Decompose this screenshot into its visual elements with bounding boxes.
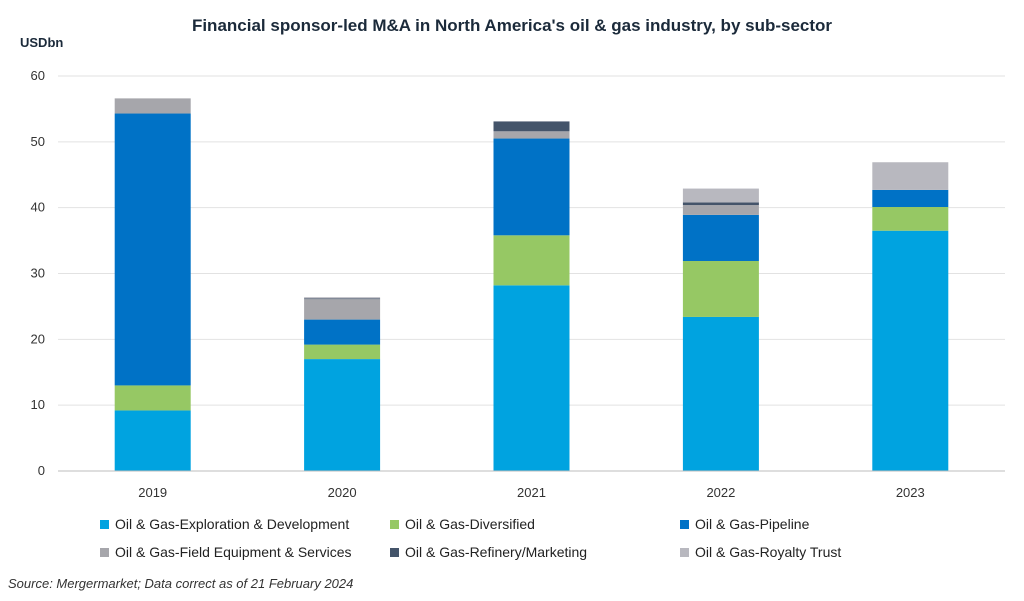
y-tick-label-20: 20 (31, 331, 45, 346)
legend-item-4: Oil & Gas-Refinery/Marketing (390, 544, 680, 560)
legend-swatch (680, 519, 689, 529)
bar-2020-series-1 (304, 344, 381, 360)
legend-swatch (390, 547, 399, 557)
bar-2023-series-0 (872, 230, 949, 471)
legend-label: Oil & Gas-Refinery/Marketing (405, 544, 588, 560)
source-note: Source: Mergermarket; Data correct as of… (8, 576, 354, 591)
y-axis-ticks: 0 10 20 30 40 50 60 (31, 68, 45, 478)
bar-2020-series-0 (304, 359, 381, 471)
bar-2021-series-3 (493, 131, 570, 139)
bar-2022-series-5 (682, 188, 759, 203)
x-tick-label-2023: 2023 (896, 485, 925, 500)
y-axis-unit-label: USDbn (20, 35, 63, 50)
y-tick-label-40: 40 (31, 200, 45, 215)
legend: Oil & Gas-Exploration & Development Oil &… (100, 516, 980, 560)
x-tick-label-2020: 2020 (328, 485, 357, 500)
legend-item-2: Oil & Gas-Pipeline (680, 516, 970, 532)
y-tick-label-30: 30 (31, 266, 45, 281)
chart-title: Financial sponsor-led M&A in North Ameri… (191, 16, 833, 35)
y-tick-label-50: 50 (31, 134, 45, 149)
x-tick-label-2022: 2022 (706, 485, 735, 500)
legend-item-5: Oil & Gas-Royalty Trust (680, 544, 970, 560)
bar-2021-series-2 (493, 138, 570, 236)
bar-2019-series-1 (114, 385, 191, 411)
x-tick-label-2019: 2019 (138, 485, 167, 500)
legend-label: Oil & Gas-Royalty Trust (695, 544, 842, 560)
bar-2022-series-1 (682, 260, 759, 317)
legend-swatch (390, 519, 399, 529)
bar-2021-series-4 (493, 121, 570, 132)
bar-2020-series-4 (304, 298, 381, 300)
legend-label: Oil & Gas-Exploration & Development (115, 516, 350, 532)
bar-2020-series-3 (304, 299, 381, 320)
bars (114, 98, 949, 471)
bar-2020-series-2 (304, 319, 381, 345)
legend-swatch (100, 547, 109, 557)
bar-2019-series-2 (114, 113, 191, 386)
bar-2022-series-0 (682, 316, 759, 471)
y-tick-label-60: 60 (31, 68, 45, 83)
y-tick-label-10: 10 (31, 397, 45, 412)
legend-swatch (100, 519, 109, 529)
bar-2023-series-2 (872, 189, 949, 208)
x-axis-ticks: 2019 2020 2021 2022 2023 (138, 485, 925, 500)
y-tick-label-0: 0 (38, 463, 45, 478)
legend-label: Oil & Gas-Diversified (405, 516, 535, 532)
legend-item-1: Oil & Gas-Diversified (390, 516, 680, 532)
chart-plot: USDbn 0 10 20 30 40 50 60 2019 2020 2021 2022 2023 (20, 35, 1005, 500)
bar-2021-series-1 (493, 235, 570, 286)
legend-label: Oil & Gas-Field Equipment & Services (115, 544, 352, 560)
legend-item-0: Oil & Gas-Exploration & Development (100, 516, 390, 532)
bar-2023-series-5 (872, 162, 949, 190)
bar-2022-series-2 (682, 214, 759, 261)
legend-item-3: Oil & Gas-Field Equipment & Services (100, 544, 390, 560)
bar-2020-series-5 (304, 297, 381, 299)
legend-label: Oil & Gas-Pipeline (695, 516, 810, 532)
bar-2022-series-3 (682, 205, 759, 215)
bar-2019-series-0 (114, 410, 191, 471)
x-tick-label-2021: 2021 (517, 485, 546, 500)
legend-swatch (680, 547, 689, 557)
bar-2022-series-4 (682, 202, 759, 206)
bar-2021-series-0 (493, 285, 570, 471)
bar-2019-series-3 (114, 98, 191, 114)
bar-2023-series-1 (872, 207, 949, 231)
